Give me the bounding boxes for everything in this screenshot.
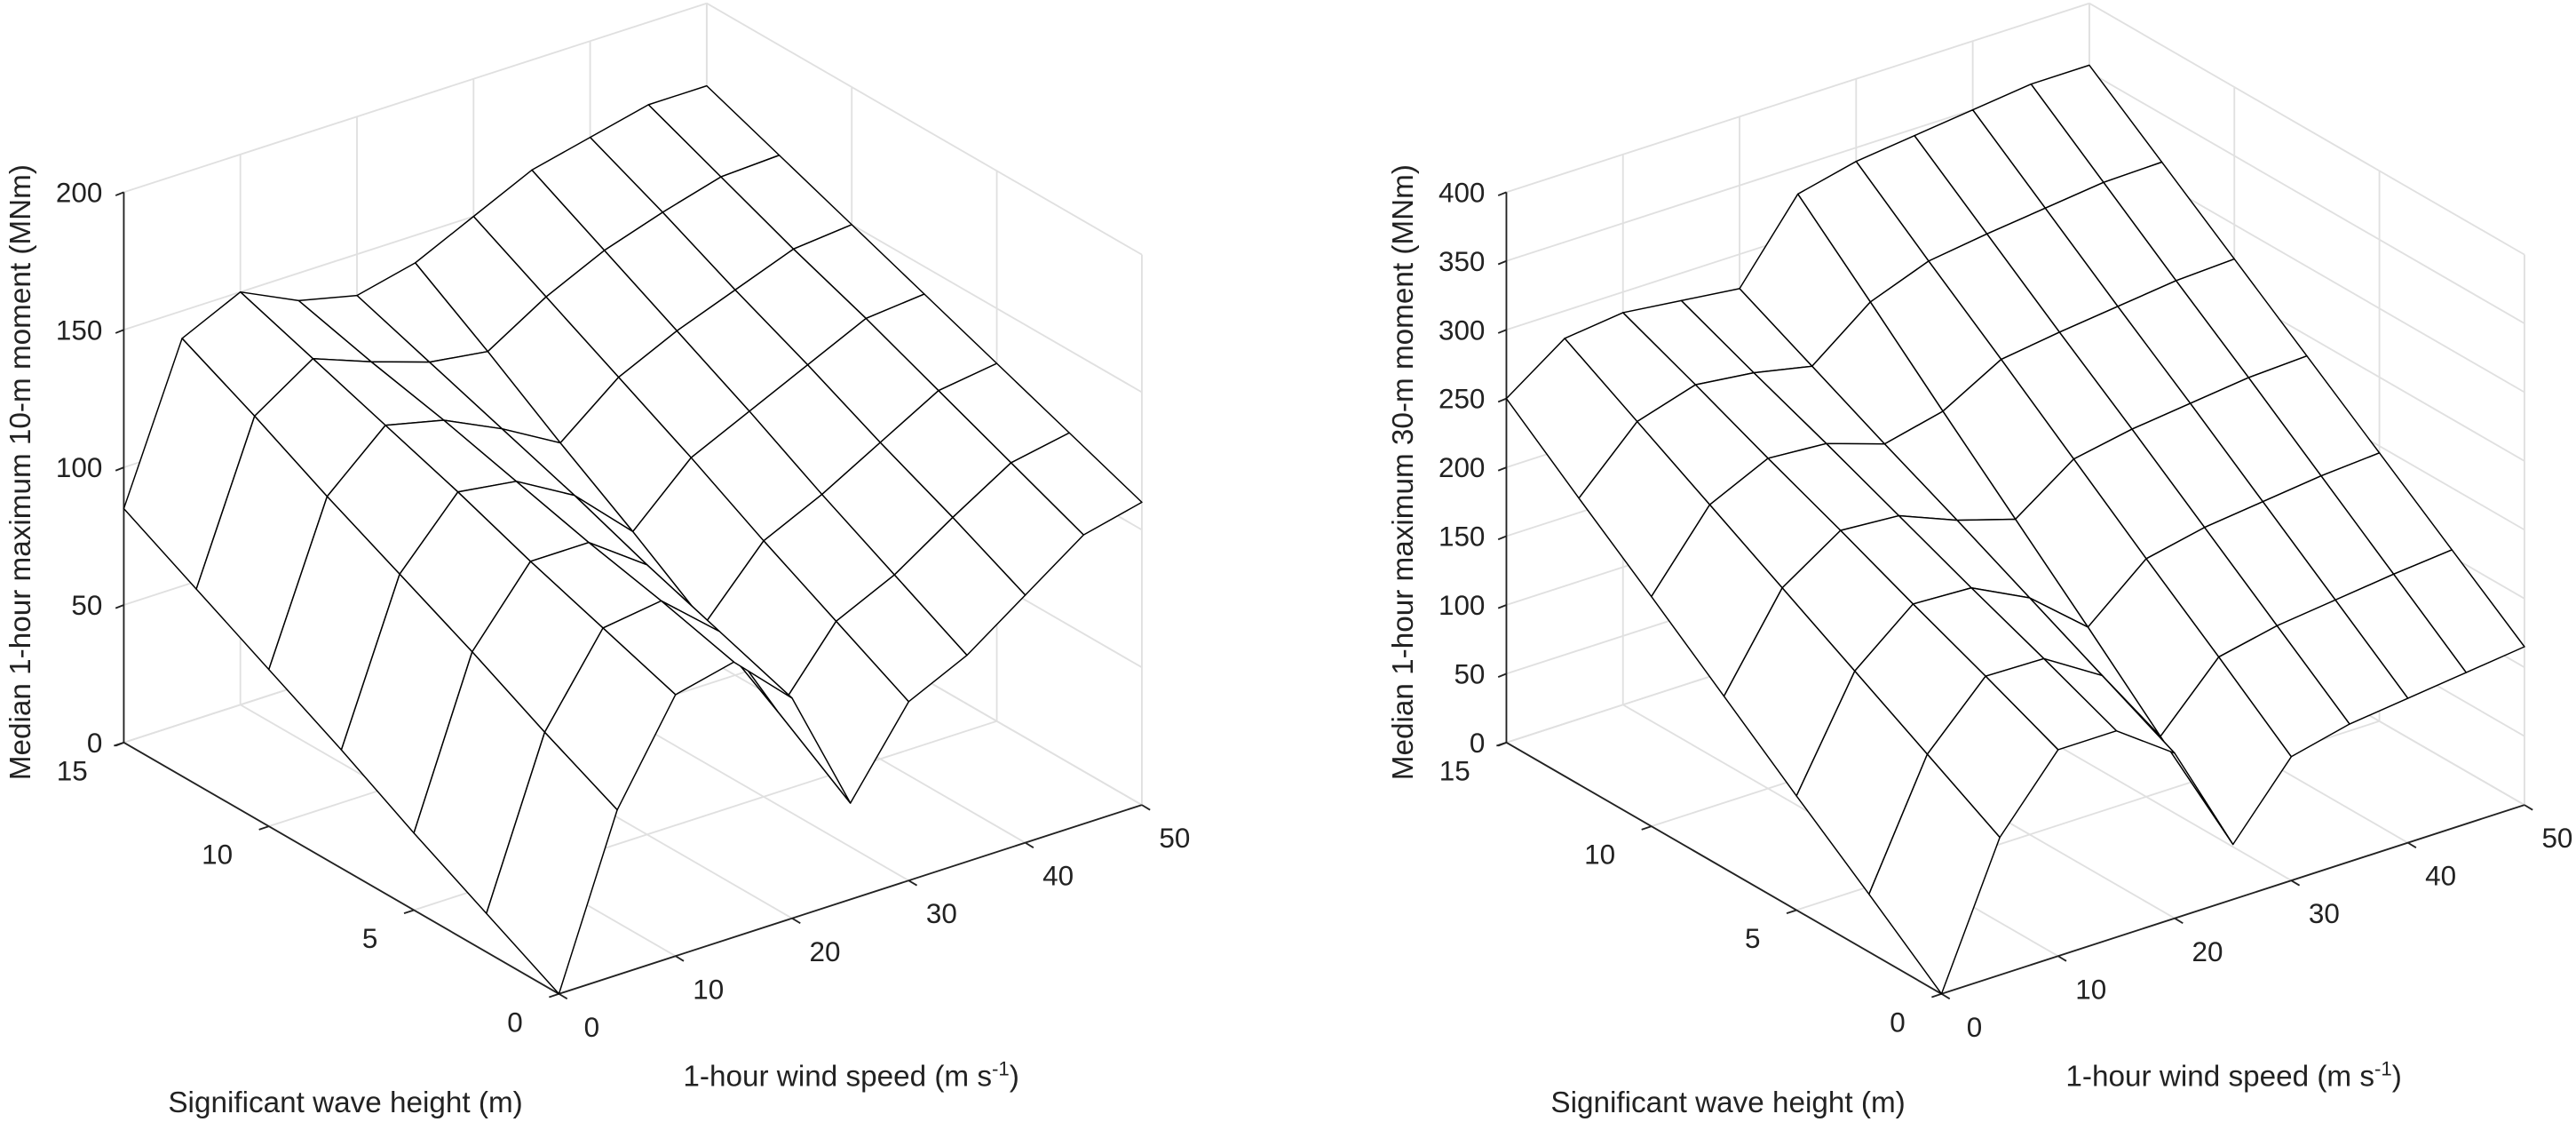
y-tick-label: 15 (1439, 755, 1470, 786)
tick-mark (115, 604, 124, 609)
x-axis-title-part: ) (1010, 1060, 1019, 1093)
tick-mark (258, 825, 270, 831)
z-tick-label: 100 (56, 452, 102, 483)
z-tick-label: 200 (56, 177, 102, 208)
axis-line (1941, 804, 2525, 995)
x-tick-label: 0 (1967, 1012, 1982, 1043)
y-tick-label: 5 (1745, 923, 1760, 954)
tick-mark (2524, 804, 2533, 811)
z-tick-label: 0 (87, 728, 102, 759)
axis-line (123, 742, 559, 995)
z-tick-label: 200 (1439, 452, 1485, 483)
x-axis-title-part: -1 (992, 1057, 1010, 1079)
tick-mark (1497, 672, 1507, 678)
y-tick-label: 10 (1584, 840, 1615, 871)
grid-line (123, 2, 708, 194)
y-axis-title: Significant wave height (m) (1550, 1086, 1905, 1119)
grid-line (2089, 71, 2525, 324)
tick-mark (558, 992, 568, 1000)
x-axis-title-part: ) (2392, 1060, 2402, 1093)
x-tick-label: 0 (584, 1012, 599, 1043)
x-tick-label: 40 (2425, 861, 2456, 892)
tick-mark (1497, 259, 1507, 266)
tick-mark (791, 917, 801, 925)
tick-mark (403, 909, 415, 915)
tick-mark (2174, 917, 2184, 925)
tick-mark (1641, 825, 1653, 831)
tick-mark (1025, 841, 1034, 848)
z-tick-label: 400 (1439, 177, 1485, 208)
z-tick-label: 150 (1439, 521, 1485, 553)
x-axis-title-part: -1 (2374, 1057, 2392, 1079)
z-tick-label: 250 (1439, 384, 1485, 415)
tick-mark (2057, 955, 2067, 962)
tick-mark (115, 191, 124, 196)
x-axis-title: 1-hour wind speed (m s-1) (2065, 1057, 2401, 1094)
z-tick-label: 150 (56, 314, 102, 346)
axis-line (559, 804, 1143, 995)
surface-cell (486, 731, 618, 995)
x-tick-label: 50 (1159, 823, 1190, 854)
x-axis-title-part: 1-hour wind speed (m s (683, 1060, 992, 1093)
y-axis-title: Significant wave height (m) (168, 1086, 522, 1119)
z-axis-title: Median 1-hour maximum 30-m moment (MNm) (1387, 164, 1420, 780)
x-axis-title: 1-hour wind speed (m s-1) (683, 1057, 1019, 1094)
tick-mark (1497, 397, 1507, 403)
tick-mark (1931, 992, 1942, 999)
tick-mark (1497, 329, 1507, 334)
tick-mark (675, 955, 685, 962)
tick-mark (1497, 604, 1507, 609)
x-tick-label: 20 (2192, 936, 2223, 967)
tick-mark (115, 329, 124, 334)
surface-chart: 0102030405005101505010015020025030035040… (1387, 2, 2572, 1119)
x-tick-label: 30 (926, 898, 957, 929)
z-tick-label: 100 (1439, 590, 1485, 621)
z-tick-label: 300 (1439, 314, 1485, 346)
tick-mark (2407, 841, 2417, 848)
y-tick-label: 10 (202, 840, 233, 871)
tick-mark (1497, 741, 1507, 747)
z-tick-label: 350 (1439, 246, 1485, 277)
tick-mark (908, 879, 918, 887)
y-tick-label: 0 (1890, 1007, 1905, 1038)
x-tick-label: 20 (810, 936, 841, 967)
grid-line (706, 2, 1143, 256)
grid-line (1506, 2, 2090, 194)
tick-mark (115, 741, 124, 747)
x-tick-label: 30 (2309, 898, 2340, 929)
tick-mark (549, 992, 559, 999)
tick-mark (1141, 804, 1151, 811)
y-tick-label: 15 (57, 755, 88, 786)
tick-mark (1941, 992, 1951, 1000)
z-tick-label: 50 (71, 590, 102, 621)
tick-mark (1786, 909, 1797, 915)
tick-mark (1497, 191, 1507, 196)
grid-line (2089, 2, 2525, 256)
z-axis-title: Median 1-hour maximum 10-m moment (MNm) (4, 164, 37, 780)
x-tick-label: 10 (2075, 974, 2106, 1005)
surface-cell (1868, 753, 2001, 995)
tick-mark (2290, 879, 2301, 887)
axis-line (1505, 742, 1942, 995)
z-tick-label: 0 (1470, 728, 1485, 759)
tick-mark (1497, 535, 1507, 541)
x-tick-label: 50 (2541, 823, 2572, 854)
x-tick-label: 40 (1042, 861, 1074, 892)
x-axis-title-part: 1-hour wind speed (m s (2065, 1060, 2374, 1093)
tick-mark (115, 466, 124, 472)
y-tick-label: 0 (507, 1007, 522, 1038)
tick-mark (1497, 466, 1507, 472)
y-tick-label: 5 (362, 923, 377, 954)
z-tick-label: 50 (1454, 658, 1485, 689)
x-tick-label: 10 (693, 974, 724, 1005)
